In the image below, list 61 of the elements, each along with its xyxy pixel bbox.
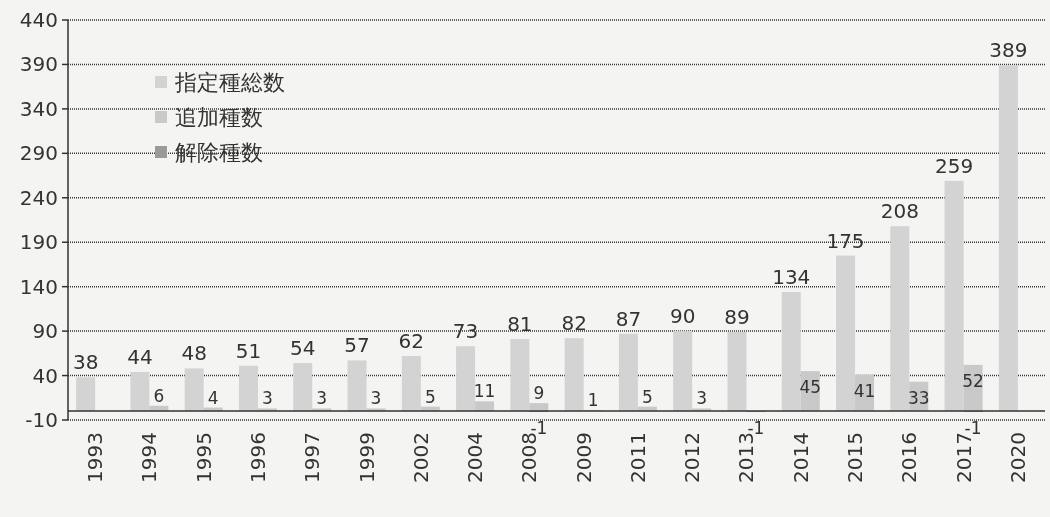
data-label: 6 bbox=[153, 385, 165, 406]
data-label: 82 bbox=[561, 311, 587, 336]
x-tick-label: 2002 bbox=[408, 432, 433, 483]
data-label: 90 bbox=[669, 304, 696, 329]
x-tick-label: 2004 bbox=[463, 432, 488, 483]
y-tick-label: 240 bbox=[19, 185, 58, 210]
data-label: 57 bbox=[344, 333, 370, 358]
x-tick-label: 2020 bbox=[1005, 432, 1030, 483]
legend-label: 解除種数 bbox=[175, 140, 263, 165]
data-label: 54 bbox=[290, 336, 316, 361]
x-tick-label: 1994 bbox=[137, 432, 162, 483]
legend-label: 指定種総数 bbox=[174, 70, 285, 95]
data-label: 51 bbox=[235, 338, 262, 363]
x-tick-label: 2014 bbox=[788, 432, 813, 483]
data-label: 9 bbox=[533, 383, 545, 404]
y-tick-label: 340 bbox=[19, 96, 58, 121]
data-label: 1 bbox=[587, 390, 599, 411]
y-tick-label: 440 bbox=[19, 8, 58, 32]
y-tick-label: 140 bbox=[19, 274, 58, 299]
data-label: 73 bbox=[452, 319, 479, 344]
data-label: 81 bbox=[507, 312, 533, 337]
data-label: 38 bbox=[72, 350, 99, 375]
x-tick-label: 2012 bbox=[680, 432, 705, 483]
x-tick-label: 1993 bbox=[83, 432, 108, 483]
data-label: 4 bbox=[207, 387, 219, 408]
data-label: 48 bbox=[181, 341, 207, 366]
data-label: 5 bbox=[424, 386, 436, 407]
data-label: 45 bbox=[799, 377, 822, 398]
x-tick-label: 2015 bbox=[843, 432, 868, 483]
y-tick-label: 90 bbox=[32, 319, 58, 344]
data-label: 11 bbox=[473, 381, 496, 402]
x-tick-label: 2011 bbox=[625, 432, 650, 483]
data-label: 3 bbox=[316, 388, 328, 409]
x-tick-label: 2016 bbox=[897, 432, 922, 483]
data-label: 3 bbox=[262, 388, 273, 409]
data-label: 3 bbox=[696, 388, 708, 409]
y-tick-label: -10 bbox=[25, 408, 58, 432]
data-label: 175 bbox=[826, 228, 865, 253]
data-label: 33 bbox=[907, 387, 930, 408]
y-tick-label: 290 bbox=[19, 141, 58, 166]
data-label: 134 bbox=[772, 265, 811, 289]
x-tick-label: 2009 bbox=[571, 432, 596, 483]
data-label: 62 bbox=[398, 329, 425, 353]
data-label: 259 bbox=[934, 153, 974, 178]
x-tick-label: 1995 bbox=[191, 432, 216, 483]
x-tick-label: 1999 bbox=[354, 432, 379, 483]
data-label: 89 bbox=[724, 305, 750, 329]
x-tick-label: 1997 bbox=[300, 432, 325, 483]
data-label: 52 bbox=[962, 370, 984, 391]
data-label: 44 bbox=[127, 345, 153, 369]
data-label: 389 bbox=[989, 38, 1028, 63]
data-label: 87 bbox=[615, 306, 642, 331]
data-label: 41 bbox=[853, 380, 876, 401]
x-tick-label: 1996 bbox=[245, 432, 270, 483]
data-label: 5 bbox=[642, 386, 653, 407]
y-tick-label: 190 bbox=[19, 230, 58, 255]
data-label: 3 bbox=[370, 388, 382, 409]
y-tick-label: 390 bbox=[19, 52, 58, 77]
legend-label: 追加種数 bbox=[175, 105, 263, 130]
data-label: 208 bbox=[880, 199, 919, 224]
y-tick-label: 40 bbox=[32, 363, 58, 388]
